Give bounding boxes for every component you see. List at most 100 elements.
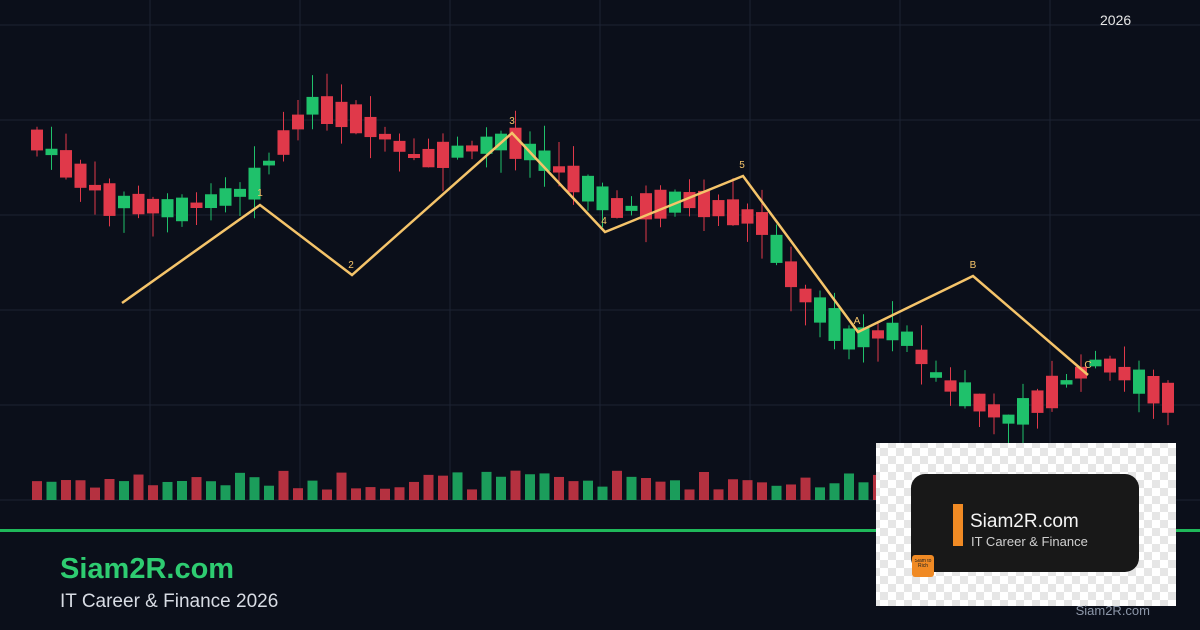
candle-body	[872, 330, 884, 339]
volume-bar	[742, 480, 753, 500]
candle-body	[814, 297, 826, 323]
volume-bar	[148, 485, 158, 500]
wave-label: 4	[601, 216, 607, 227]
volume-bar	[641, 478, 651, 500]
volume-bar	[177, 480, 187, 500]
candle-body	[103, 183, 116, 216]
candle-body	[205, 194, 217, 209]
badge-text: Siam to Rich	[914, 559, 932, 569]
divider	[0, 529, 1200, 532]
volume-bar	[452, 472, 463, 500]
candle-body	[408, 153, 420, 159]
candle-body	[45, 148, 58, 156]
candle-body	[669, 191, 681, 213]
volume-bar	[539, 473, 550, 500]
candle-body	[973, 393, 986, 412]
candle-body	[161, 199, 174, 218]
candle-body	[654, 189, 667, 219]
volume-bar	[394, 487, 405, 500]
candle-body	[1002, 414, 1015, 424]
volume-bar	[510, 470, 521, 500]
candle-body	[89, 184, 101, 191]
volume-bar	[133, 474, 144, 500]
volume-bar	[699, 471, 709, 500]
candle-body	[727, 199, 739, 226]
volume-bar	[438, 475, 448, 500]
candle-body	[1046, 375, 1058, 409]
candle-body	[422, 148, 435, 168]
logo-title: Siam2R.com	[970, 511, 1079, 532]
volume-bar	[191, 477, 202, 500]
candle-body	[190, 202, 203, 209]
wave-labels: 1 2 3 4 5 A B C	[257, 116, 1091, 371]
candle-body	[176, 197, 188, 222]
candle-body	[988, 404, 1000, 418]
logo-badge	[912, 555, 934, 577]
candle-body	[118, 195, 130, 209]
candle-body	[553, 166, 565, 173]
candle-body	[74, 163, 87, 188]
candle-body	[567, 165, 580, 193]
logo-card: Siam2R.com IT Career & Finance Siam to R…	[876, 443, 1176, 606]
logo-subtitle: IT Career & Finance	[971, 534, 1088, 549]
candle-body	[219, 188, 232, 206]
candle-body	[350, 104, 362, 134]
volume-bar	[626, 476, 637, 500]
volume-bar	[757, 482, 767, 500]
volume-bar	[75, 480, 86, 500]
volume-bar	[293, 488, 303, 500]
volume-bar	[380, 488, 390, 500]
candle-body	[277, 130, 290, 155]
candle-body	[886, 322, 899, 341]
candle-body	[248, 167, 261, 200]
candle-body	[1089, 359, 1102, 367]
candle-body	[944, 380, 957, 392]
volume-bar	[206, 481, 216, 500]
volume-bar	[728, 479, 738, 500]
candle-body	[1075, 366, 1087, 379]
wave-label: 1	[257, 188, 263, 199]
candle-body	[1060, 380, 1073, 385]
volume-bar	[829, 483, 840, 500]
candle-body	[263, 160, 275, 166]
candle-body	[901, 331, 913, 346]
candle-body	[1162, 382, 1174, 413]
elliott-wave	[121, 131, 1089, 376]
volume-bar	[568, 481, 579, 500]
candle-body	[582, 175, 594, 202]
candle-body	[1017, 398, 1029, 425]
volume-bar	[858, 482, 869, 500]
candle-body	[1031, 390, 1044, 413]
volume-bar	[365, 487, 376, 500]
candle-body	[712, 200, 725, 217]
candle-body	[306, 96, 319, 115]
volume-bar	[220, 485, 231, 500]
volume-bar	[119, 481, 129, 500]
watermark: Siam2R.com	[1076, 603, 1150, 618]
volume-bar	[597, 486, 608, 500]
candle-body	[335, 101, 348, 128]
wave-label: A	[854, 316, 861, 327]
volume-bar	[307, 480, 318, 500]
volume-bar	[46, 481, 57, 500]
candle-body	[364, 116, 377, 138]
candle-body	[1147, 376, 1160, 404]
candle-body	[437, 141, 449, 168]
volume-bar	[612, 470, 622, 500]
volume-bar	[32, 481, 42, 500]
candle-body	[756, 212, 768, 235]
candle-body	[857, 327, 870, 348]
volume-bar	[525, 474, 535, 500]
volume-bar	[844, 473, 854, 500]
candle-body	[625, 205, 638, 211]
volume-bar	[583, 480, 593, 500]
candle-body	[1104, 358, 1116, 373]
wave-label: 2	[348, 260, 354, 271]
volume-bar	[655, 481, 666, 500]
candle-body	[698, 190, 710, 218]
candle-body	[509, 127, 522, 159]
volume-bar	[90, 487, 100, 500]
brand-title: Siam2R.com	[60, 553, 234, 585]
candle-body	[60, 150, 72, 178]
